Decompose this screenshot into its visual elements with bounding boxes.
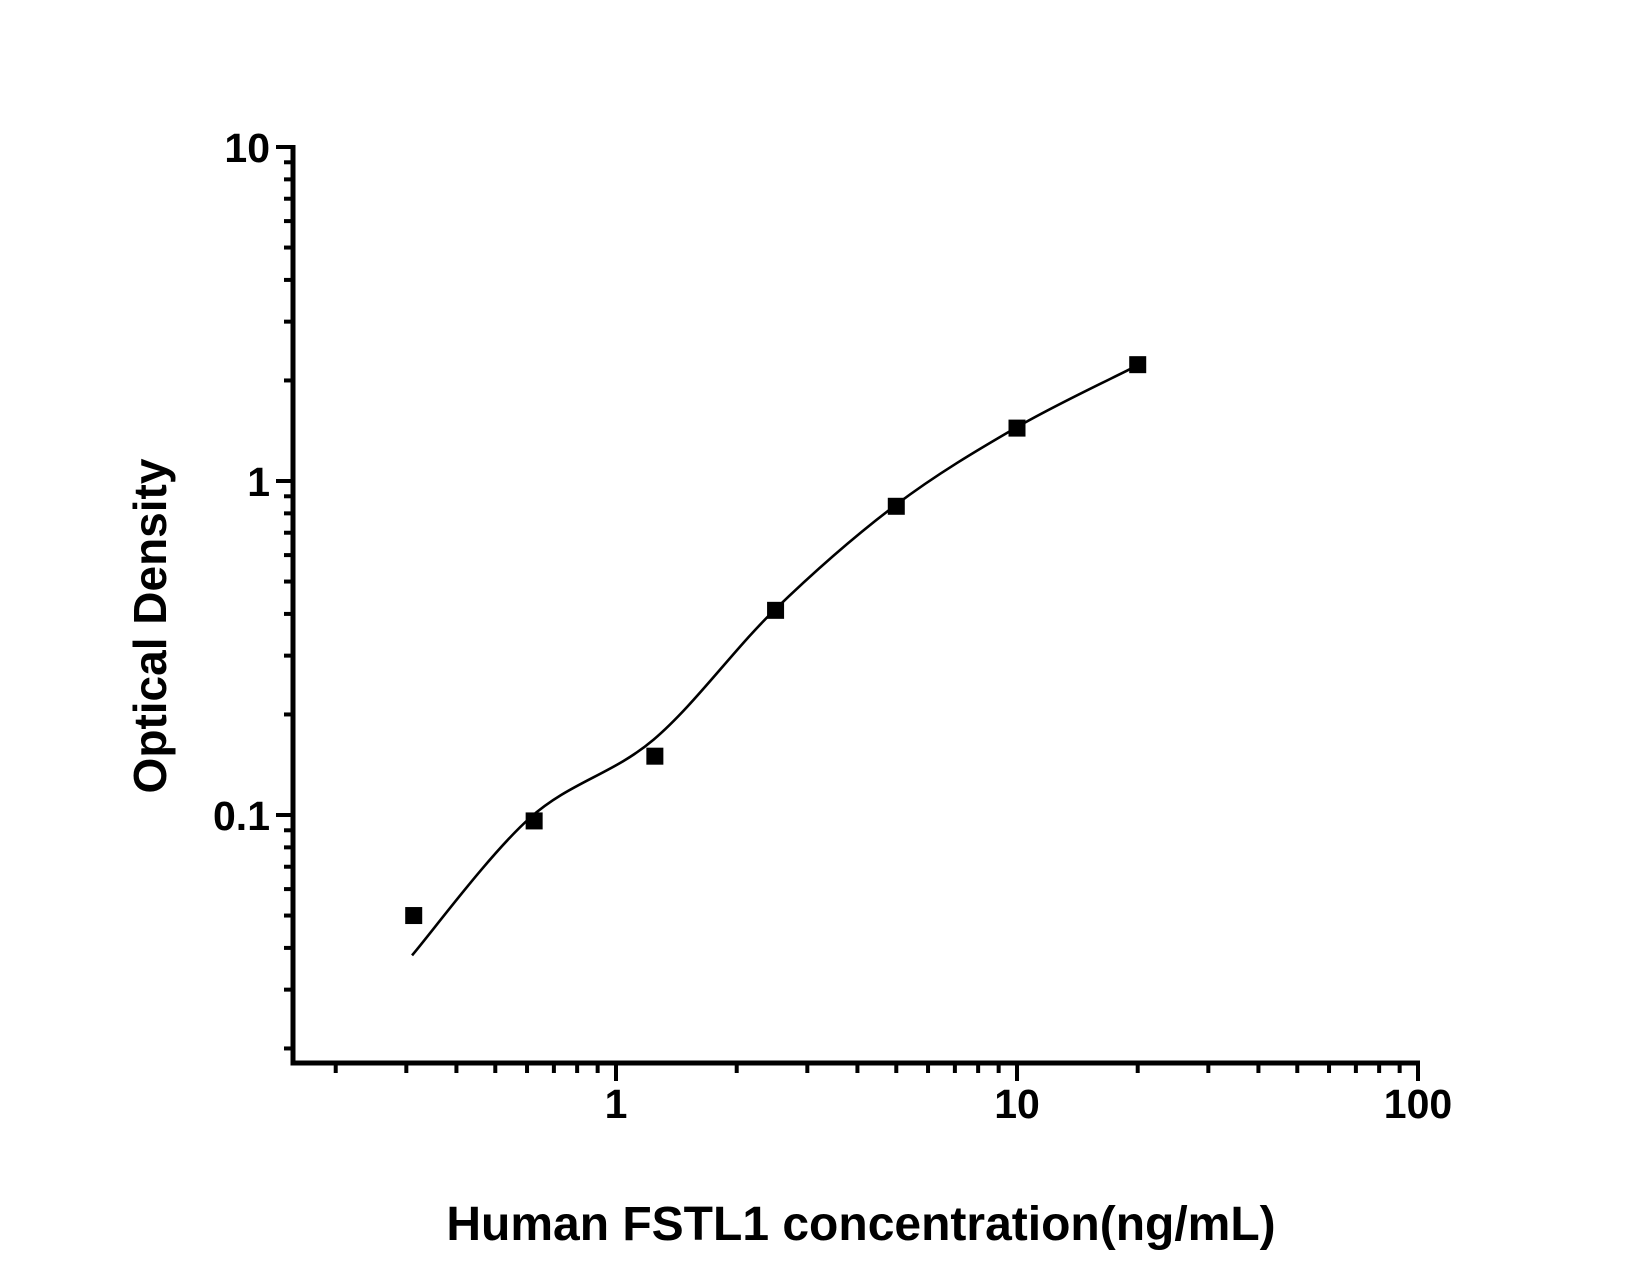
- data-point-marker: [887, 497, 905, 515]
- x-axis-title: Human FSTL1 concentration(ng/mL): [446, 1198, 1276, 1251]
- y-tick-label: 0.1: [213, 793, 270, 839]
- data-point-marker: [1008, 419, 1026, 437]
- y-axis-title: Optical Density: [124, 458, 176, 794]
- axes-frame: [290, 147, 1418, 1066]
- data-point-marker: [1129, 356, 1147, 374]
- data-point-marker: [525, 812, 543, 830]
- data-point-marker: [767, 601, 785, 619]
- x-tick-label: 100: [1384, 1081, 1452, 1127]
- x-tick-label: 10: [994, 1081, 1040, 1127]
- y-tick-label: 10: [224, 125, 270, 171]
- data-point-marker: [646, 747, 664, 765]
- y-tick-label: 1: [247, 459, 270, 505]
- x-tick-label: 1: [605, 1081, 628, 1127]
- data-point-marker: [405, 907, 423, 925]
- fit-curve-line: [411, 366, 1134, 957]
